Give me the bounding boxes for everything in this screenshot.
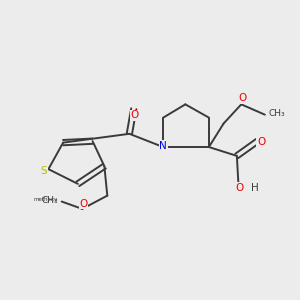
Text: CH₃: CH₃ xyxy=(268,109,285,118)
Text: O: O xyxy=(257,137,265,147)
Text: N: N xyxy=(159,141,167,151)
Text: O: O xyxy=(236,183,244,193)
Text: O: O xyxy=(130,110,139,120)
Text: O: O xyxy=(238,94,246,103)
Text: methoxy: methoxy xyxy=(34,197,58,202)
Text: O: O xyxy=(79,199,87,208)
Text: H: H xyxy=(251,183,259,193)
Text: S: S xyxy=(41,166,47,176)
Text: CH₃: CH₃ xyxy=(41,196,58,205)
